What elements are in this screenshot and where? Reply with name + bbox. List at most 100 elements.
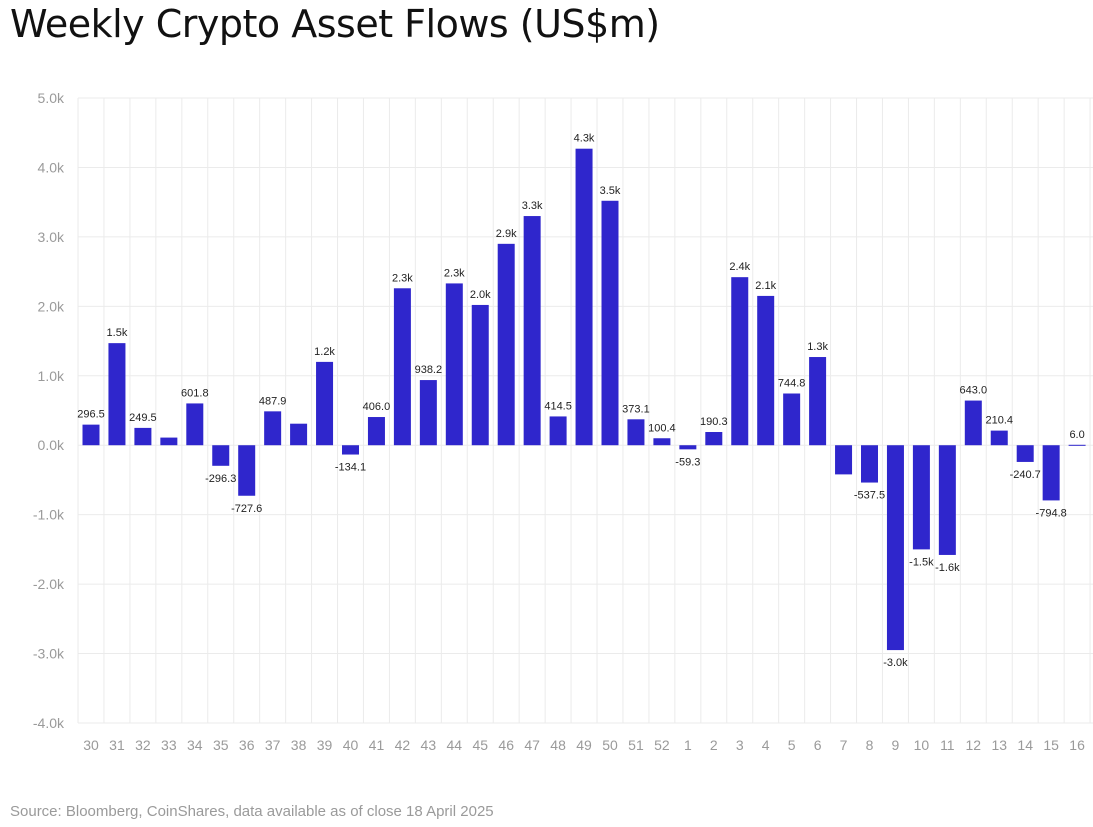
bar	[316, 361, 334, 446]
bar	[783, 393, 801, 446]
x-tick-label: 46	[498, 737, 514, 753]
y-tick-label: 4.0k	[38, 159, 65, 175]
bars	[82, 148, 1086, 651]
bar	[575, 148, 593, 446]
bar	[290, 423, 308, 446]
data-label: -537.5	[854, 490, 885, 502]
data-label: 2.9k	[496, 228, 517, 240]
x-tick-label: 1	[684, 737, 692, 753]
y-tick-label: -3.0k	[33, 646, 65, 662]
x-tick-label: 45	[472, 737, 488, 753]
data-label: -3.0k	[883, 657, 908, 669]
x-tick-label: 16	[1069, 737, 1085, 753]
x-tick-label: 52	[654, 737, 670, 753]
bar	[835, 445, 853, 475]
x-tick-label: 38	[291, 737, 307, 753]
bar	[809, 357, 827, 446]
bar	[238, 445, 256, 496]
x-tick-label: 7	[840, 737, 848, 753]
data-label: 6.0	[1069, 429, 1084, 441]
x-tick-label: 47	[524, 737, 540, 753]
bar	[1068, 444, 1086, 446]
bar	[679, 445, 697, 450]
data-label: 373.1	[622, 403, 650, 415]
x-tick-label: 4	[762, 737, 770, 753]
bar	[990, 430, 1008, 446]
data-label: 3.5k	[600, 185, 621, 197]
x-tick-label: 50	[602, 737, 618, 753]
x-tick-label: 30	[83, 737, 99, 753]
x-axis-ticks: 30 31 32 33 34 35 36 37 38 39 40 41 42 43 44 45 46 47 48 49…	[83, 737, 1085, 753]
y-tick-label: 5.0k	[38, 90, 65, 106]
x-tick-label: 49	[576, 737, 592, 753]
x-tick-label: 2	[710, 737, 718, 753]
gridlines	[77, 97, 1093, 724]
data-label: -727.6	[231, 503, 262, 515]
x-tick-label: 3	[736, 737, 744, 753]
data-label: 249.5	[129, 412, 157, 424]
x-tick-label: 33	[161, 737, 177, 753]
x-tick-label: 44	[447, 737, 463, 753]
data-label: 3.3k	[522, 200, 543, 212]
data-label: 938.2	[415, 364, 443, 376]
data-label: -794.8	[1036, 507, 1067, 519]
x-tick-label: 35	[213, 737, 229, 753]
bar	[471, 304, 489, 446]
x-tick-label: 31	[109, 737, 125, 753]
bar	[497, 243, 515, 446]
y-tick-label: -2.0k	[33, 576, 65, 592]
bar	[186, 403, 204, 446]
x-tick-label: 6	[814, 737, 822, 753]
bar	[523, 216, 541, 446]
data-label: 414.5	[544, 400, 572, 412]
data-label: -1.5k	[909, 556, 934, 568]
x-tick-label: 39	[317, 737, 333, 753]
bar	[964, 400, 982, 446]
source-note: Source: Bloomberg, CoinShares, data avai…	[10, 803, 494, 820]
data-label: 1.5k	[107, 327, 128, 339]
bar	[705, 432, 723, 446]
data-label: -1.6k	[935, 562, 960, 574]
data-label: -59.3	[675, 456, 700, 468]
bar	[886, 445, 904, 651]
chart-title: Weekly Crypto Asset Flows (US$m)	[10, 2, 660, 46]
y-tick-label: 2.0k	[38, 298, 65, 314]
bar	[912, 445, 930, 550]
data-label: 296.5	[77, 409, 105, 421]
bar	[445, 283, 463, 446]
y-tick-label: 3.0k	[38, 229, 65, 245]
x-tick-label: 15	[1043, 737, 1059, 753]
bar	[108, 343, 126, 446]
bar	[653, 438, 671, 446]
x-tick-label: 40	[343, 737, 359, 753]
data-label: 643.0	[960, 385, 988, 397]
data-label: 4.3k	[574, 133, 595, 145]
data-label: 406.0	[363, 401, 391, 413]
data-label: 190.3	[700, 416, 728, 428]
data-label: 744.8	[778, 378, 806, 390]
bar	[938, 445, 956, 555]
x-tick-label: 10	[914, 737, 930, 753]
x-tick-label: 5	[788, 737, 796, 753]
bar	[212, 445, 230, 466]
data-label: 2.3k	[392, 272, 413, 284]
data-label: 601.8	[181, 387, 209, 399]
bar	[264, 411, 282, 446]
bar	[134, 427, 152, 446]
bar	[1016, 445, 1034, 462]
x-tick-label: 43	[421, 737, 437, 753]
x-tick-label: 12	[966, 737, 982, 753]
data-label: 1.3k	[807, 341, 828, 353]
x-tick-label: 37	[265, 737, 281, 753]
bar	[757, 295, 775, 446]
bar	[342, 445, 359, 455]
y-tick-label: 0.0k	[38, 437, 65, 453]
y-axis-ticks: 5.0k 4.0k 3.0k 2.0k 1.0k 0.0k -1.0k -2.0k -3.0k -…	[33, 90, 65, 731]
x-tick-label: 48	[550, 737, 566, 753]
bar	[393, 288, 411, 446]
data-label: 2.1k	[755, 280, 776, 292]
data-label: -296.3	[205, 473, 236, 485]
x-tick-label: 14	[1017, 737, 1033, 753]
bar	[367, 417, 385, 446]
